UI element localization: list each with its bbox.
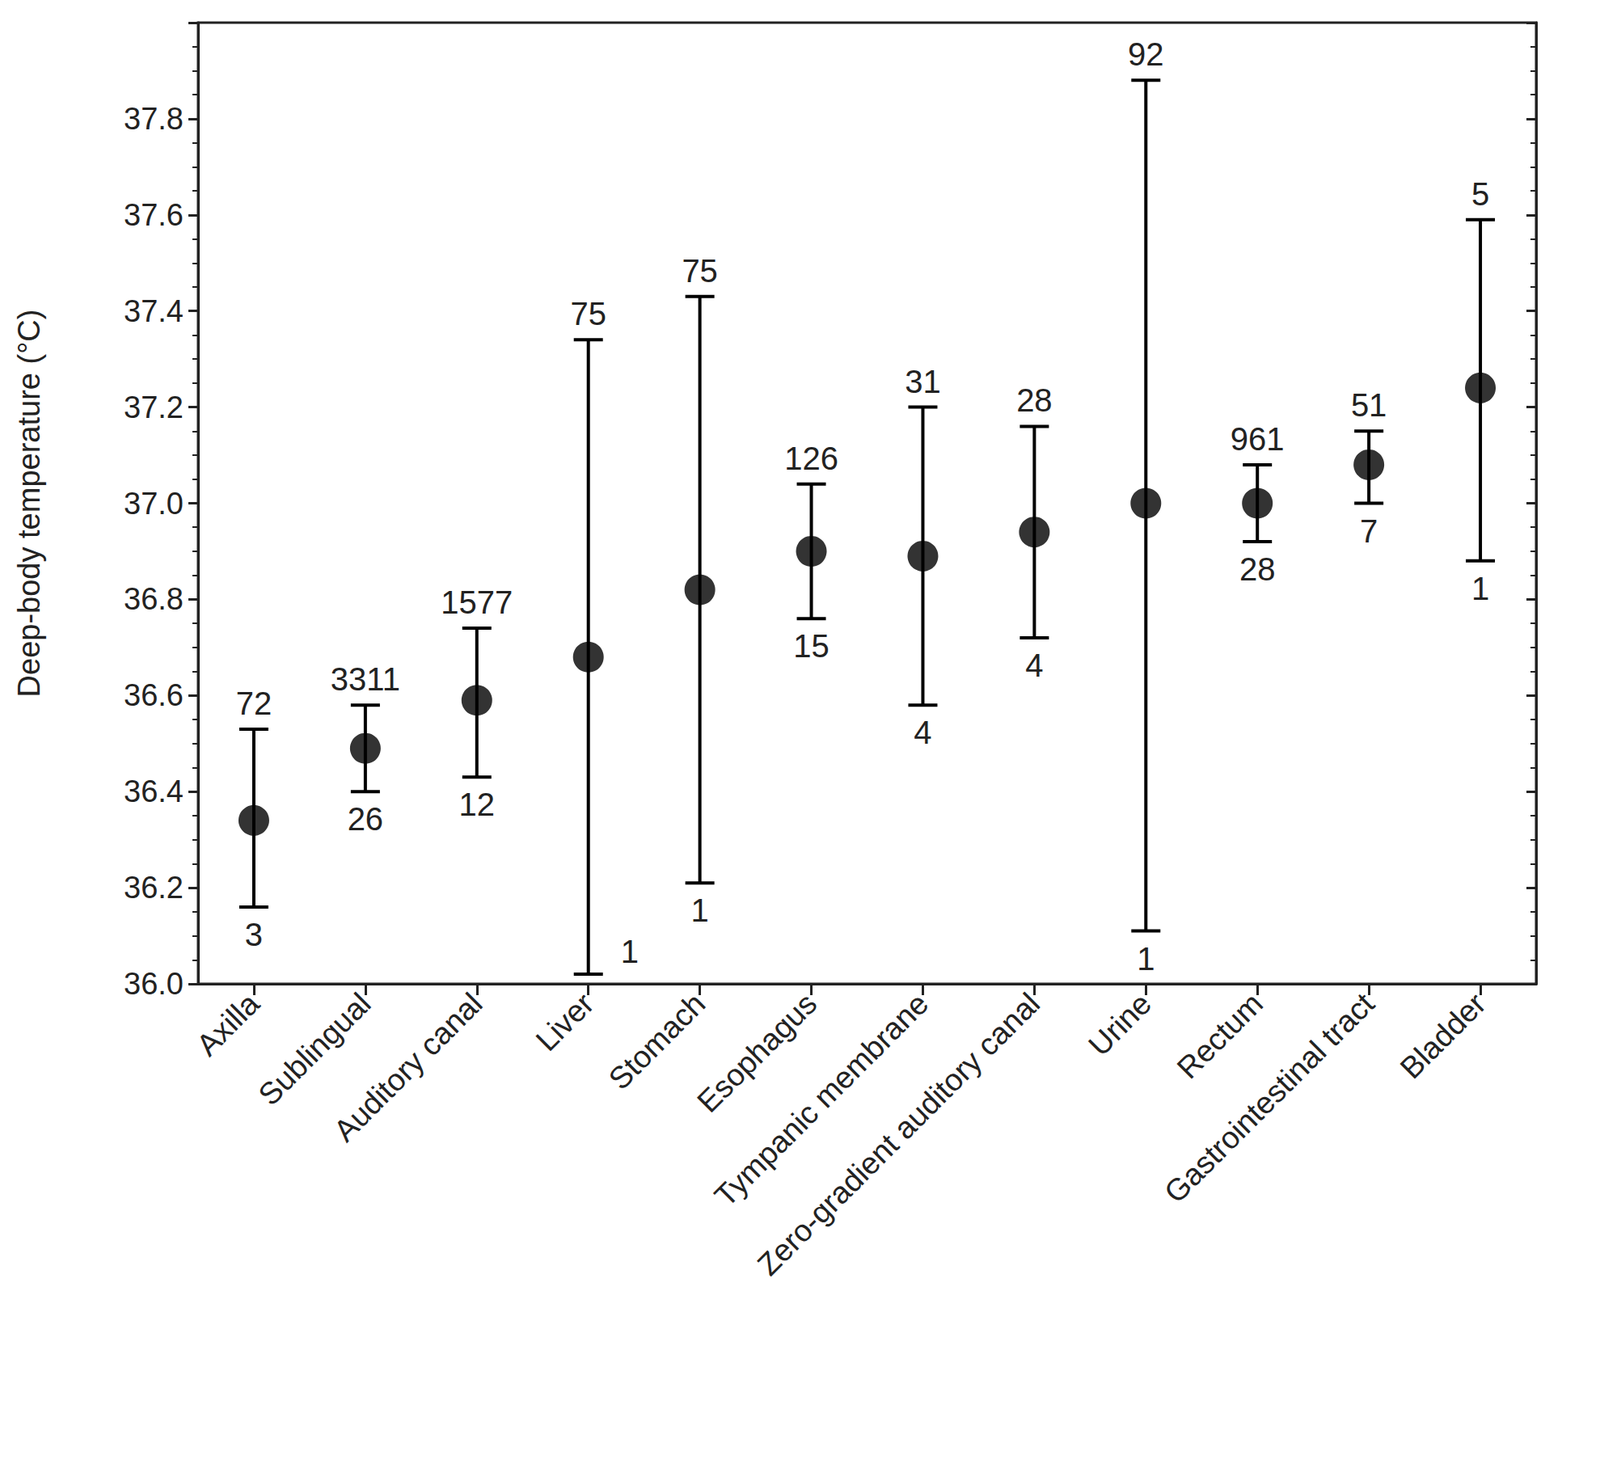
svg-text:1: 1	[620, 933, 639, 970]
svg-text:75: 75	[569, 295, 607, 332]
svg-text:15: 15	[793, 628, 830, 664]
svg-text:36.4: 36.4	[123, 774, 184, 809]
svg-text:31: 31	[904, 363, 942, 400]
svg-text:7: 7	[1359, 513, 1378, 549]
svg-text:26: 26	[347, 801, 385, 837]
svg-text:37.6: 37.6	[123, 198, 184, 233]
svg-text:72: 72	[236, 685, 273, 722]
svg-text:Sublingual: Sublingual	[251, 986, 378, 1112]
svg-text:1: 1	[1471, 570, 1490, 607]
svg-text:36.8: 36.8	[123, 582, 184, 617]
svg-text:1577: 1577	[440, 584, 513, 621]
svg-text:92: 92	[1127, 36, 1165, 72]
svg-text:126: 126	[784, 440, 839, 477]
svg-text:51: 51	[1350, 387, 1388, 423]
svg-text:Rectum: Rectum	[1170, 986, 1270, 1085]
svg-text:Zero-gradient auditory canal: Zero-gradient auditory canal	[751, 986, 1047, 1283]
svg-text:Axilla: Axilla	[189, 986, 267, 1064]
svg-text:12: 12	[459, 786, 496, 823]
svg-text:5: 5	[1471, 176, 1490, 212]
svg-text:Urine: Urine	[1081, 986, 1158, 1063]
svg-text:Tympanic membrane: Tympanic membrane	[708, 986, 935, 1213]
svg-text:Stomach: Stomach	[602, 986, 713, 1097]
svg-text:Esophagus: Esophagus	[690, 986, 824, 1120]
svg-text:Liver: Liver	[529, 986, 601, 1058]
svg-text:75: 75	[681, 253, 718, 289]
svg-text:37.2: 37.2	[123, 390, 184, 425]
svg-text:1: 1	[691, 892, 710, 929]
svg-text:4: 4	[913, 714, 932, 751]
svg-text:Gastrointestinal tract: Gastrointestinal tract	[1157, 986, 1381, 1210]
svg-text:Deep-body temperature (°C): Deep-body temperature (°C)	[12, 309, 47, 698]
svg-text:36.0: 36.0	[123, 966, 184, 1001]
svg-text:3: 3	[244, 916, 263, 953]
svg-text:3311: 3311	[330, 661, 401, 697]
svg-text:36.6: 36.6	[123, 678, 184, 713]
svg-text:37.4: 37.4	[123, 294, 184, 329]
svg-text:1: 1	[1136, 941, 1155, 977]
svg-text:4: 4	[1025, 647, 1043, 684]
svg-text:37.0: 37.0	[123, 486, 184, 521]
svg-text:Auditory canal: Auditory canal	[327, 986, 490, 1149]
svg-text:36.2: 36.2	[123, 870, 184, 905]
svg-text:28: 28	[1016, 382, 1053, 418]
svg-text:Bladder: Bladder	[1393, 986, 1494, 1086]
svg-text:961: 961	[1230, 421, 1285, 457]
svg-text:28: 28	[1239, 551, 1276, 587]
svg-text:37.8: 37.8	[123, 101, 184, 136]
